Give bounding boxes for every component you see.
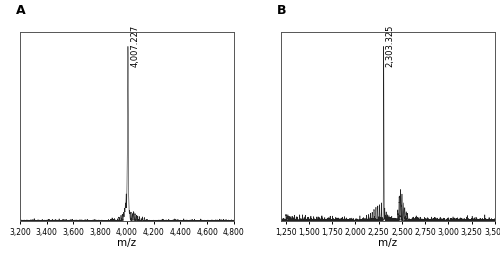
Text: 2,303.325: 2,303.325 [386,25,394,68]
Text: A: A [16,4,26,17]
Text: B: B [277,4,286,17]
X-axis label: m/z: m/z [378,238,398,248]
X-axis label: m/z: m/z [118,238,137,248]
Text: 4,007.227: 4,007.227 [130,25,140,68]
